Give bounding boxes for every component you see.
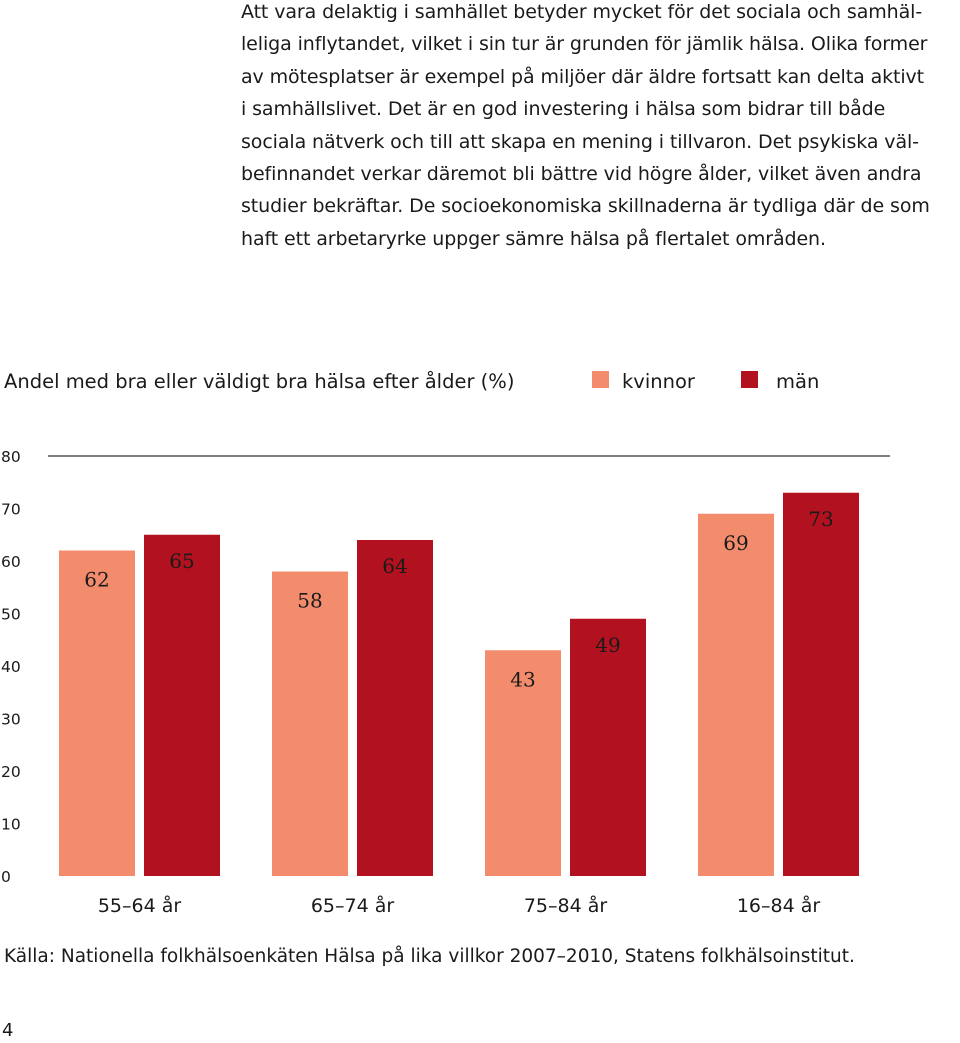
paragraph-line: av mötesplatser är exempel på miljöer dä… [241,65,925,88]
paragraph-line: i samhällslivet. Det är en god investeri… [241,98,886,121]
data-label: 43 [510,667,535,691]
bar-kvinnor [272,571,348,876]
y-tick-label: 0 [1,868,11,886]
bar-kvinnor [698,513,774,876]
paragraph-line: leliga inflytandet, vilket i sin tur är … [241,33,928,56]
x-tick-label: 65–74 år [311,894,395,917]
data-label: 69 [723,531,748,555]
paragraph-line: befinnandet verkar däremot bli bättre vi… [241,163,922,186]
data-label: 73 [808,507,833,531]
data-label: 64 [382,554,407,578]
bar-man [357,540,433,876]
y-tick-label: 70 [1,501,21,519]
y-tick-label: 80 [1,448,21,466]
data-label: 65 [169,549,194,573]
bar-man [570,618,646,876]
body-paragraph: Att vara delaktig i samhället betyder my… [241,0,957,255]
legend-label: kvinnor [622,370,696,393]
chart-title: Andel med bra eller väldigt bra hälsa ef… [4,370,514,393]
y-tick-label: 60 [1,553,21,571]
x-tick-label: 75–84 år [524,894,608,917]
legend-swatch-man [741,371,758,388]
bar-kvinnor [485,650,561,876]
x-tick-label: 55–64 år [98,894,182,917]
x-tick-label: 16–84 år [737,894,821,917]
data-label: 49 [595,633,620,657]
y-tick-label: 50 [1,606,21,624]
y-tick-label: 20 [1,763,21,781]
y-tick-label: 40 [1,658,21,676]
bar-man [783,492,859,876]
y-tick-label: 30 [1,711,21,729]
paragraph-line: sociala nätverk och till att skapa en me… [241,130,919,153]
chart-source: Källa: Nationella folkhälsoenkäten Hälsa… [4,946,855,967]
bar-man [144,534,220,876]
data-label: 58 [297,589,322,613]
data-label: 62 [84,568,109,592]
paragraph-line: Att vara delaktig i samhället betyder my… [241,1,923,23]
page-number: 4 [2,1020,14,1041]
y-tick-label: 10 [1,816,21,834]
legend-swatch-kvinnor [592,371,609,388]
legend-label: män [776,370,819,393]
paragraph-line: haft ett arbetaryrke uppger sämre hälsa … [241,227,826,250]
paragraph-line: studier bekräftar. De socioekonomiska sk… [241,195,930,218]
bar-kvinnor [59,550,135,876]
